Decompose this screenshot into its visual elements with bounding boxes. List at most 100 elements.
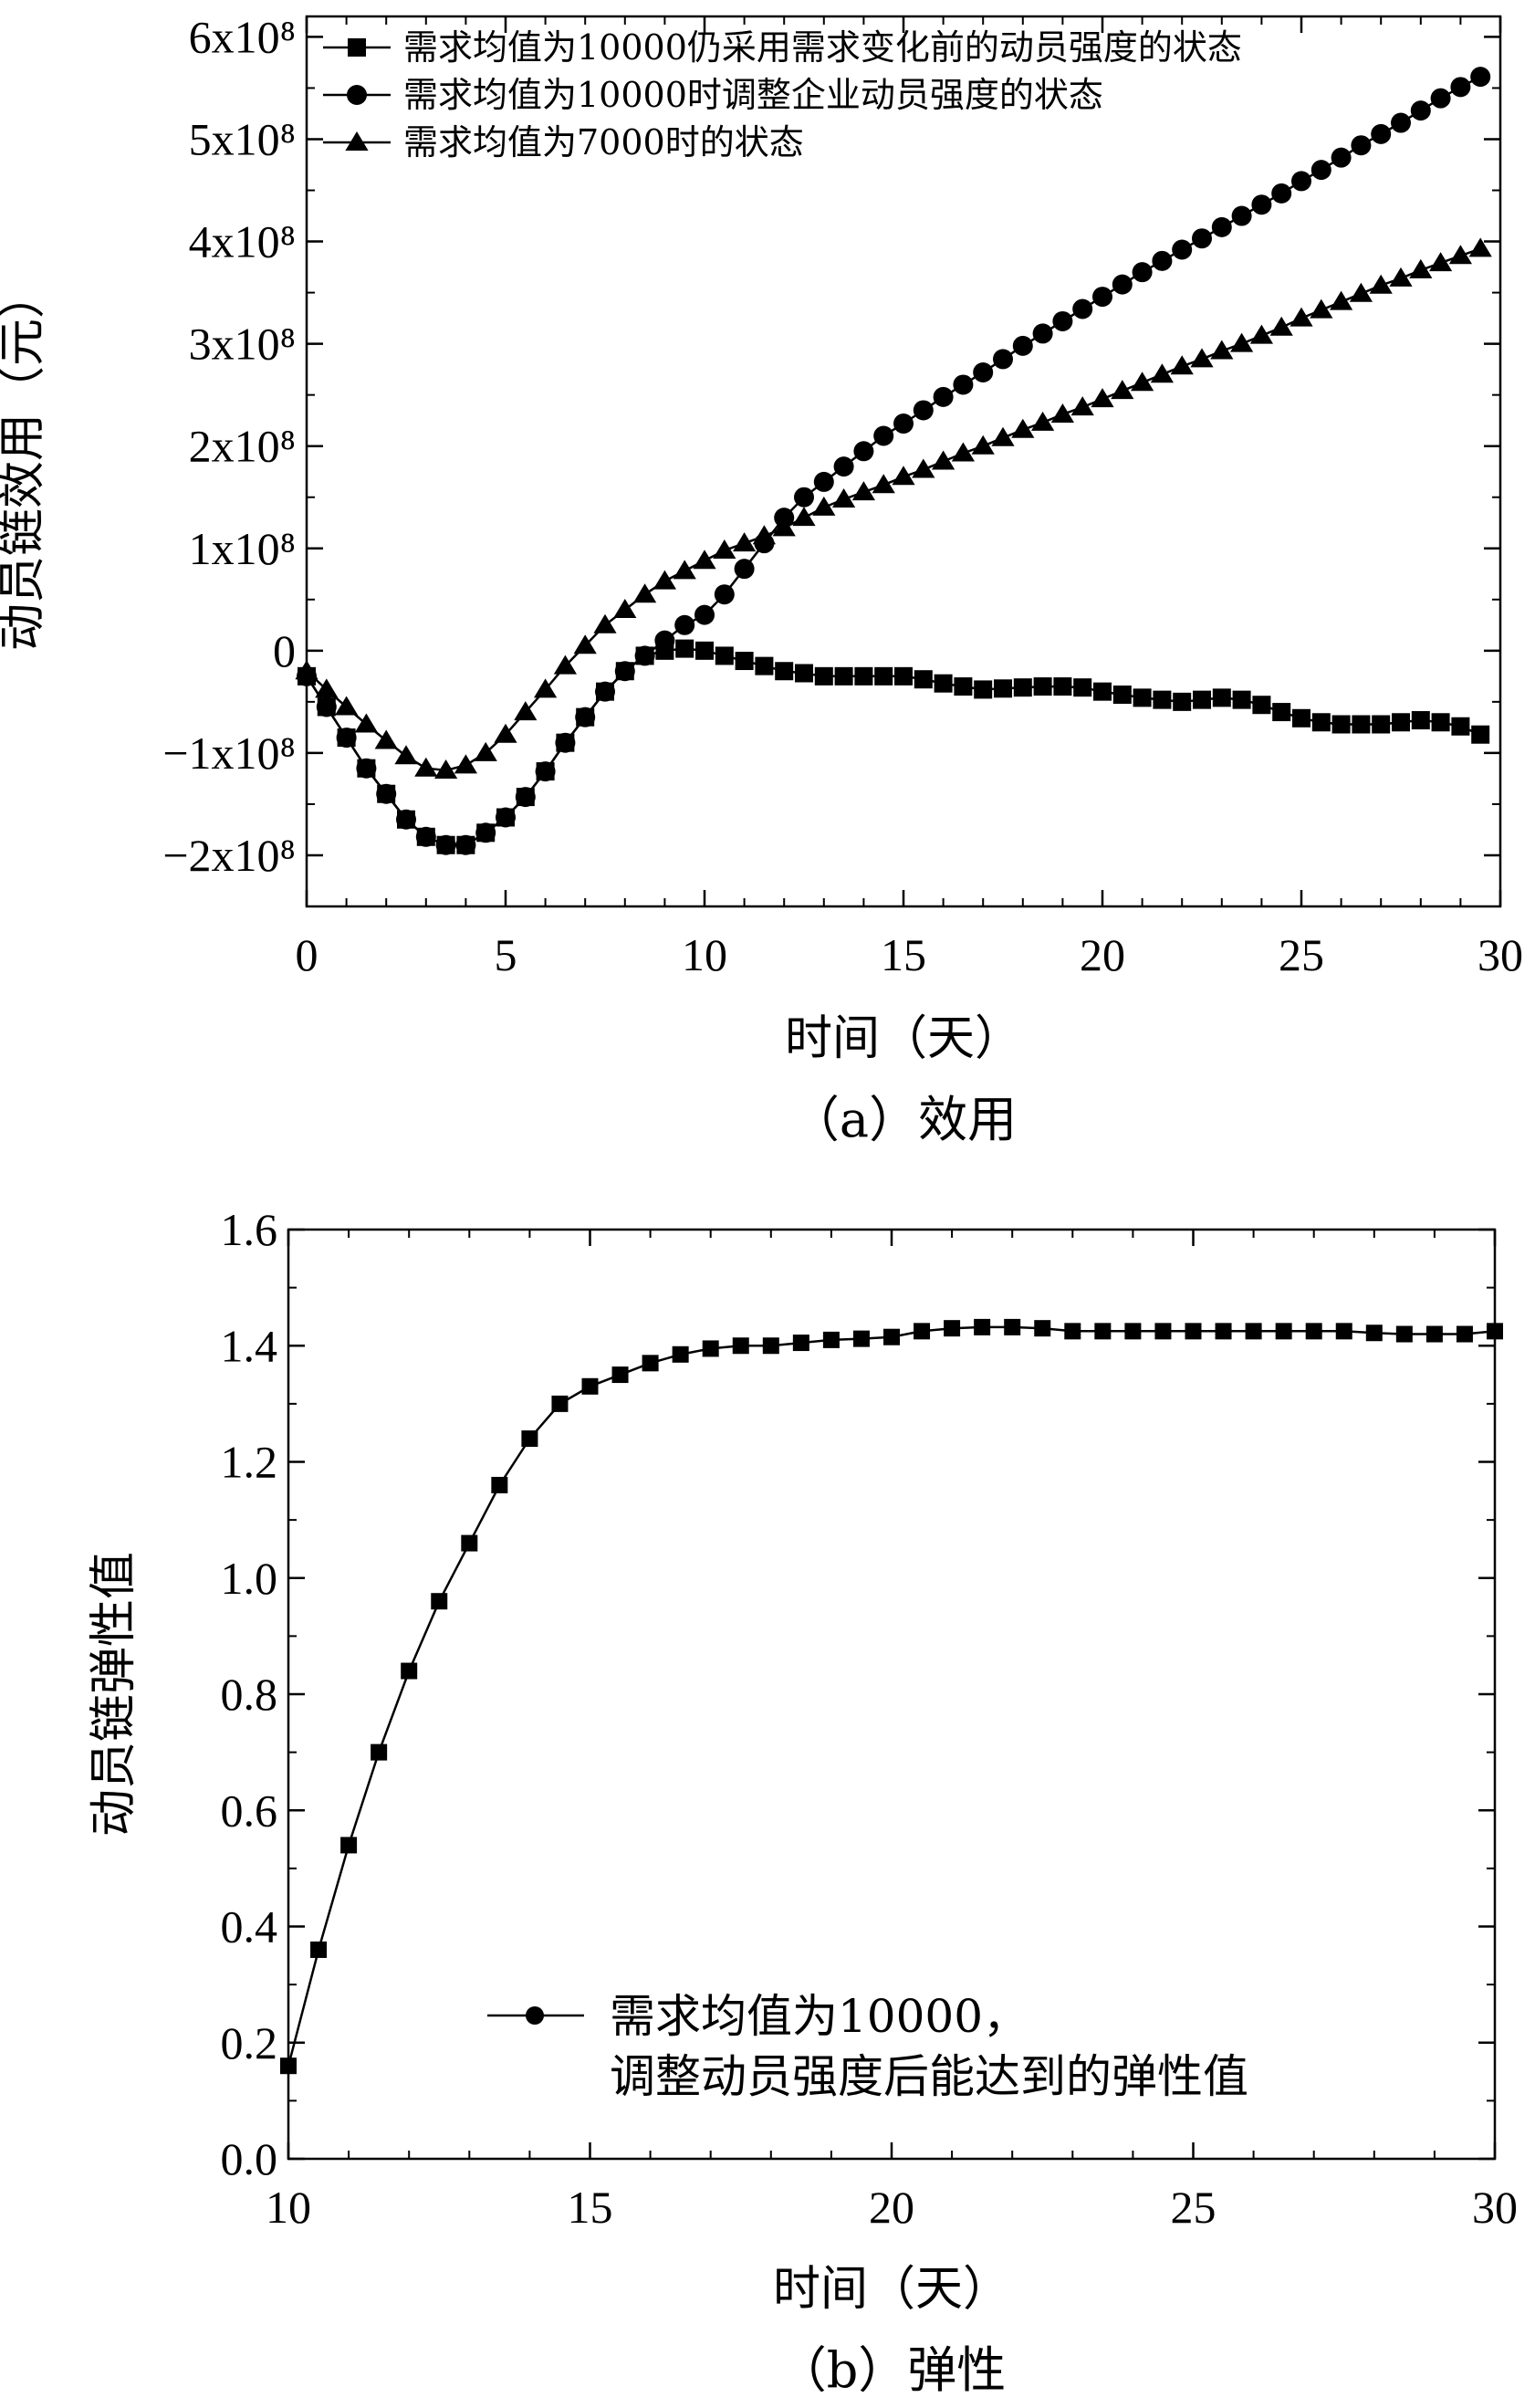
data-point	[1190, 348, 1214, 368]
data-point	[1305, 1323, 1322, 1340]
data-point	[1245, 1323, 1262, 1340]
y-tick-label: 0.0	[221, 2133, 278, 2184]
data-point	[1409, 258, 1433, 278]
data-point	[1131, 372, 1154, 392]
data-point	[1291, 171, 1311, 192]
data-point	[595, 681, 615, 702]
chart-panel-b: 10 15 20 25 30 0.0 0.2 0.4 0.6 0.8 1.0 1.2 1.4 1.6 时间（…	[87, 1204, 1518, 2399]
data-point	[575, 707, 596, 728]
data-point	[461, 1534, 478, 1552]
data-point	[892, 466, 915, 486]
data-point	[1153, 690, 1172, 709]
x-tick-label: 15	[881, 929, 926, 980]
data-point	[1249, 324, 1273, 344]
data-point	[1092, 287, 1112, 308]
data-point	[1232, 690, 1251, 709]
data-point	[834, 666, 853, 686]
panel-caption: （b）弹性	[778, 2341, 1007, 2399]
y-tick-label: 0.6	[221, 1785, 278, 1836]
data-point	[795, 664, 813, 683]
legend-marker	[347, 85, 367, 105]
data-point	[713, 539, 736, 559]
data-point	[934, 674, 953, 693]
data-point	[633, 583, 657, 603]
data-point	[883, 1328, 900, 1345]
data-point	[851, 481, 875, 501]
data-point	[1352, 715, 1371, 734]
data-point	[613, 599, 637, 618]
data-point	[792, 507, 816, 527]
data-point	[496, 807, 516, 828]
data-point	[1124, 1323, 1142, 1340]
y-tick-label: 1.4	[221, 1320, 278, 1371]
data-point	[431, 1593, 448, 1610]
data-point	[553, 654, 577, 675]
data-point	[573, 634, 597, 654]
data-point	[1050, 403, 1074, 423]
x-tick-label: 20	[869, 2182, 914, 2233]
y-tick-label: 1.6	[221, 1204, 278, 1255]
data-point	[675, 639, 694, 658]
panel-caption: （a）效用	[790, 1091, 1017, 1148]
data-point	[1072, 298, 1093, 319]
data-point	[376, 783, 397, 804]
data-point	[914, 670, 933, 689]
data-point	[1053, 677, 1072, 696]
y-tick-label: 1.0	[221, 1553, 278, 1604]
data-point	[494, 723, 517, 743]
data-point	[1132, 262, 1153, 283]
data-point	[474, 741, 497, 761]
data-point	[872, 474, 895, 494]
data-point	[1470, 67, 1491, 88]
data-point	[535, 761, 556, 782]
data-point	[1425, 1325, 1443, 1343]
data-point	[1331, 147, 1352, 168]
y-tick-label: 0.8	[221, 1669, 278, 1720]
data-point	[1032, 323, 1053, 344]
data-point	[455, 834, 476, 855]
data-point	[394, 745, 418, 765]
data-point	[356, 758, 377, 779]
data-point	[914, 1323, 931, 1340]
data-point	[874, 666, 893, 686]
x-tick-label: 25	[1171, 2182, 1217, 2233]
data-point	[475, 822, 496, 843]
y-tick-label: 2x10⁸	[189, 421, 296, 472]
legend: 需求均值为10000， 调整动员强度后能达到的弹性值	[487, 1990, 1248, 2103]
data-point	[396, 809, 416, 830]
y-tick-label: 0.4	[221, 1901, 278, 1953]
data-point	[1392, 713, 1410, 732]
data-point	[735, 652, 754, 671]
y-tick-label: 4x10⁸	[189, 216, 296, 267]
data-point	[1450, 77, 1471, 98]
y-tick-label: 1.2	[221, 1437, 278, 1488]
x-tick-label: 5	[495, 929, 517, 980]
data-point	[1052, 310, 1073, 331]
data-point	[913, 400, 934, 421]
data-point	[1372, 715, 1391, 734]
data-point	[762, 1337, 779, 1355]
legend-marker	[348, 38, 366, 57]
data-point	[1093, 682, 1112, 701]
data-point	[1070, 396, 1094, 416]
data-point	[1311, 713, 1331, 732]
legend-label-line-2: 调整动员强度后能达到的弹性值	[610, 2050, 1248, 2103]
y-tick-label: 1x10⁸	[189, 523, 296, 574]
data-point	[521, 1430, 538, 1448]
data-point	[1331, 715, 1351, 734]
data-point	[974, 1318, 991, 1335]
data-point	[833, 456, 854, 477]
data-point	[993, 349, 1013, 370]
data-point	[1112, 274, 1133, 295]
y-tick-label: 0.2	[221, 2017, 278, 2068]
data-point	[1310, 298, 1333, 319]
data-point	[1133, 688, 1152, 707]
data-point	[1448, 245, 1472, 265]
data-point	[295, 660, 318, 680]
data-point	[642, 1355, 659, 1372]
data-point	[853, 441, 874, 462]
data-point	[614, 661, 635, 682]
data-point	[1330, 290, 1353, 310]
data-point	[1487, 1323, 1503, 1340]
